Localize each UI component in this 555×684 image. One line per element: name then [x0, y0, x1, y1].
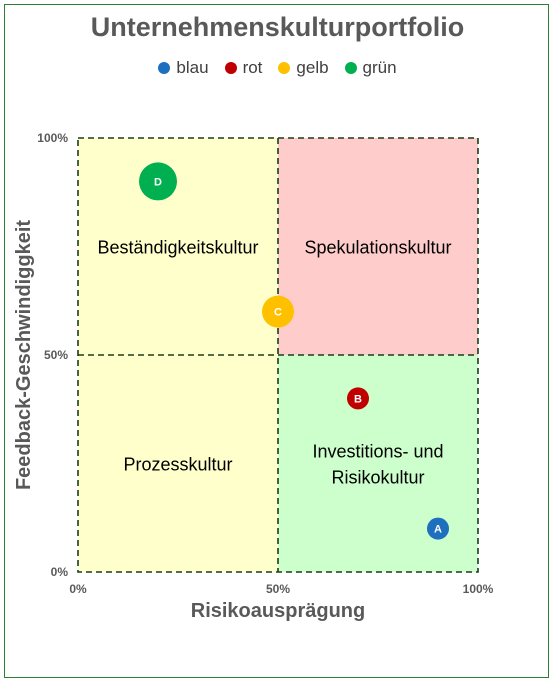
chart-title: Unternehmenskulturportfolio [90, 12, 465, 42]
quadrant-label: Beständigkeitskultur [97, 238, 258, 258]
quadrant-area [78, 138, 278, 355]
legend: blau rot gelb grün [0, 58, 555, 78]
data-point-A [427, 517, 449, 540]
quadrant-label: Prozesskultur [123, 455, 232, 475]
x-tick-label: 100% [463, 582, 494, 596]
data-point-D [139, 162, 177, 201]
y-axis-title: Feedback-Geschwindiggkeit [13, 220, 35, 490]
x-axis-title: Risikoausprägung [191, 600, 365, 622]
quadrant-label: Spekulationskultur [304, 238, 451, 258]
quadrant-label: Investitions- und [312, 442, 443, 462]
legend-label: gelb [296, 58, 329, 77]
data-point-B [347, 387, 369, 410]
data-point-label: A [434, 524, 442, 536]
data-point-label: B [354, 393, 362, 405]
legend-item-gelb: gelb [278, 58, 329, 78]
legend-label: blau [176, 58, 209, 77]
x-tick-label: 0% [69, 582, 87, 596]
quadrant-area [278, 138, 478, 355]
legend-label: grün [362, 58, 397, 77]
quadrant-area [78, 355, 278, 572]
legend-item-blau: blau [158, 58, 209, 78]
x-tick-label: 50% [266, 582, 290, 596]
legend-marker [344, 62, 357, 74]
legend-marker [278, 62, 291, 74]
y-tick-label: 50% [44, 348, 68, 362]
legend-item-grün: grün [344, 58, 397, 78]
legend-item-rot: rot [224, 58, 263, 78]
quadrant-area [278, 355, 478, 572]
data-point-C [262, 295, 294, 328]
y-tick-label: 0% [51, 565, 69, 579]
data-point-label: C [274, 307, 282, 319]
legend-marker [224, 62, 237, 74]
quadrant-label: Risikokultur [331, 468, 424, 488]
y-tick-label: 100% [37, 131, 68, 145]
data-point-label: D [154, 176, 162, 188]
legend-label: rot [242, 58, 263, 77]
legend-marker [158, 62, 171, 74]
